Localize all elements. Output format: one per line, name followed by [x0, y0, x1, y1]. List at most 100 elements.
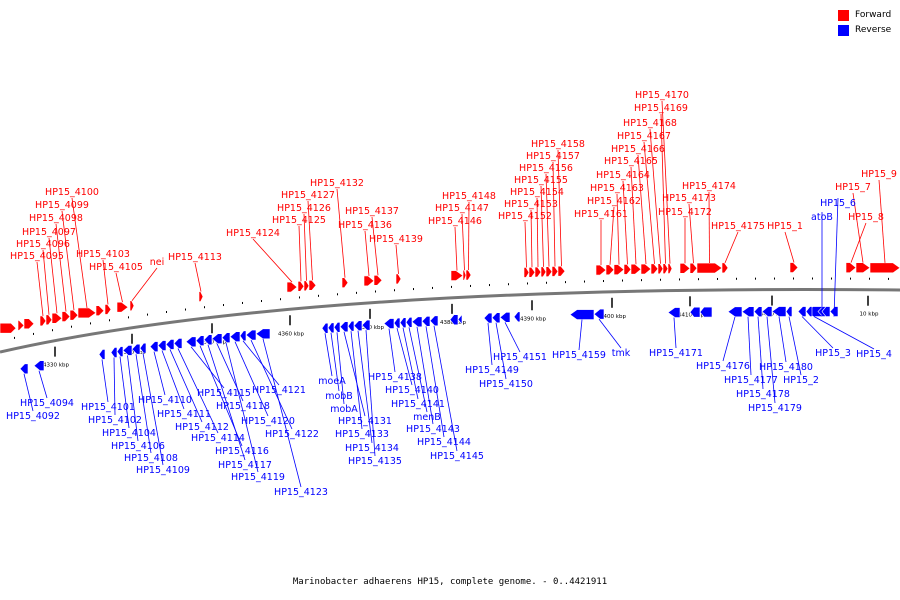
gene-label-hp15-8[interactable]: HP15_8	[848, 212, 884, 223]
gene-arrow-hp15-4137[interactable]	[373, 274, 383, 286]
gene-label-hp15-4092[interactable]: HP15_4092	[6, 411, 60, 422]
gene-label-hp15-4[interactable]: HP15_4	[856, 349, 892, 360]
gene-arrow-moba[interactable]	[333, 321, 341, 333]
gene-label-hp15-4122[interactable]: HP15_4122	[265, 429, 319, 440]
gene-label-hp15-4112[interactable]: HP15_4112	[175, 422, 229, 433]
gene-label-hp15-4138[interactable]: HP15_4138	[368, 372, 422, 383]
gene-arrow-hp15-4140[interactable]	[393, 317, 401, 329]
gene-arrow-hp15-9[interactable]	[869, 262, 900, 274]
gene-arrow-hp15-4136[interactable]	[363, 275, 375, 287]
gene-label-hp15-4176[interactable]: HP15_4176	[696, 361, 750, 372]
gene-arrow-unlabeled[interactable]	[23, 318, 35, 330]
gene-arrow-hp15-4111[interactable]	[157, 340, 167, 351]
gene-label-hp15-4173[interactable]: HP15_4173	[662, 193, 716, 204]
gene-arrow-hp15-4104[interactable]	[116, 346, 124, 357]
gene-label-hp15-4177[interactable]: HP15_4177	[724, 375, 778, 386]
gene-label-hp15-4156[interactable]: HP15_4156	[519, 163, 573, 174]
gene-arrow-hp15-1[interactable]	[789, 262, 799, 273]
gene-arrow-hp15-4115[interactable]	[185, 336, 197, 348]
gene-label-hp15-4103[interactable]: HP15_4103	[76, 249, 130, 260]
gene-arrow-hp15-4146[interactable]	[450, 270, 464, 281]
gene-label-hp15-4149[interactable]: HP15_4149	[465, 365, 519, 376]
gene-arrow-hp15-4135[interactable]	[361, 319, 371, 331]
gene-arrow-hp15-4122[interactable]	[245, 329, 257, 341]
gene-label-hp15-6[interactable]: HP15_6	[820, 198, 856, 209]
gene-label-hp15-4134[interactable]: HP15_4134	[345, 443, 399, 454]
gene-arrow-hp15-4173[interactable]	[689, 262, 698, 274]
gene-label-hp15-4125[interactable]: HP15_4125	[272, 215, 326, 226]
gene-arrow-hp15-4154[interactable]	[534, 266, 542, 278]
gene-arrow-hp15-4105[interactable]	[116, 301, 129, 313]
gene-label-mobb[interactable]: mobB	[325, 391, 353, 402]
gene-label-hp15-4154[interactable]: HP15_4154	[510, 187, 564, 198]
gene-arrow-unlabeled[interactable]	[95, 305, 105, 317]
gene-arrow-hp15-4092[interactable]	[19, 363, 29, 375]
gene-arrow-hp15-4169[interactable]	[662, 263, 669, 274]
gene-arrow-hp15-4172[interactable]	[679, 263, 691, 274]
gene-label-hp15-4097[interactable]: HP15_4097	[22, 227, 76, 238]
gene-label-hp15-4172[interactable]: HP15_4172	[658, 207, 712, 218]
gene-label-hp15-4179[interactable]: HP15_4179	[748, 403, 802, 414]
gene-label-hp15-4110[interactable]: HP15_4110	[138, 395, 192, 406]
gene-arrow-hp15-4109[interactable]	[139, 342, 147, 354]
gene-arrow-hp15-4150[interactable]	[491, 312, 501, 324]
gene-arrow-hp15-4134[interactable]	[353, 320, 363, 332]
gene-label-hp15-4139[interactable]: HP15_4139	[369, 234, 423, 245]
gene-label-hp15-4143[interactable]: HP15_4143	[406, 424, 460, 435]
gene-label-hp15-3[interactable]: HP15_3	[815, 348, 851, 359]
gene-arrow-hp15-4178[interactable]	[753, 306, 763, 317]
gene-arrow-hp15-4156[interactable]	[545, 266, 553, 277]
gene-arrow-hp15-4119[interactable]	[221, 332, 231, 343]
gene-label-nei[interactable]: nei	[150, 257, 165, 268]
gene-label-hp15-4144[interactable]: HP15_4144	[417, 437, 471, 448]
gene-arrow-hp15-4171[interactable]	[667, 307, 681, 318]
gene-label-hp15-4150[interactable]: HP15_4150	[479, 379, 533, 390]
gene-arrow-hp15-4177[interactable]	[741, 306, 755, 317]
gene-label-hp15-2[interactable]: HP15_2	[783, 375, 819, 386]
gene-arrow-hp15-4161[interactable]	[595, 264, 607, 276]
gene-label-hp15-1[interactable]: HP15_1	[767, 221, 803, 232]
gene-label-hp15-4123[interactable]: HP15_4123	[274, 487, 328, 498]
gene-arrow-hp15-4123[interactable]	[255, 328, 271, 340]
gene-arrow-hp15-4102[interactable]	[110, 347, 118, 358]
gene-label-hp15-4111[interactable]: HP15_4111	[157, 409, 211, 420]
gene-label-hp15-4151[interactable]: HP15_4151	[493, 352, 547, 363]
gene-label-hp15-4102[interactable]: HP15_4102	[88, 415, 142, 426]
gene-arrow-hp15-4133[interactable]	[347, 320, 355, 332]
gene-label-hp15-4178[interactable]: HP15_4178	[736, 389, 790, 400]
gene-arrow-unlabeled[interactable]	[821, 306, 831, 317]
gene-arrow-unlabeled[interactable]	[17, 320, 25, 331]
gene-label-hp15-4114[interactable]: HP15_4114	[191, 433, 245, 444]
gene-arrow-tmk[interactable]	[593, 308, 605, 320]
gene-arrow-hp15-4118[interactable]	[211, 333, 223, 345]
gene-arrow-unlabeled[interactable]	[689, 306, 701, 318]
gene-arrow-hp15-3[interactable]	[797, 306, 807, 317]
gene-arrow-hp15-4141[interactable]	[399, 317, 407, 328]
gene-arrow-hp15-4126[interactable]	[303, 280, 310, 292]
gene-label-hp15-4094[interactable]: HP15_4094	[20, 398, 74, 409]
gene-label-hp15-4180[interactable]: HP15_4180	[759, 362, 813, 373]
gene-label-hp15-4096[interactable]: HP15_4096	[16, 239, 70, 250]
gene-label-hp15-4145[interactable]: HP15_4145	[430, 451, 484, 462]
gene-arrow-hp15-4159[interactable]	[569, 309, 595, 320]
gene-arrow-hp15-4132[interactable]	[341, 277, 349, 288]
gene-label-hp15-4166[interactable]: HP15_4166	[611, 144, 665, 155]
gene-label-hp15-4118[interactable]: HP15_4118	[216, 401, 270, 412]
gene-label-hp15-4126[interactable]: HP15_4126	[277, 203, 331, 214]
gene-label-hp15-4131[interactable]: HP15_4131	[338, 416, 392, 427]
gene-label-hp15-4124[interactable]: HP15_4124	[226, 228, 280, 239]
gene-arrow-hp15-4152[interactable]	[523, 267, 530, 278]
gene-label-hp15-4175[interactable]: HP15_4175	[711, 221, 765, 232]
gene-label-hp15-4171[interactable]: HP15_4171	[649, 348, 703, 359]
gene-arrow-hp15-4153[interactable]	[528, 266, 536, 278]
gene-arrow-hp15-4144[interactable]	[421, 315, 431, 327]
gene-label-hp15-4135[interactable]: HP15_4135	[348, 456, 402, 467]
gene-arrow-hp15-4101[interactable]	[98, 349, 106, 360]
gene-arrow-hp15-4165[interactable]	[630, 263, 642, 275]
gene-label-hp15-4169[interactable]: HP15_4169	[634, 103, 688, 114]
gene-label-tmk[interactable]: tmk	[612, 348, 631, 359]
gene-arrow-hp15-8[interactable]	[845, 262, 857, 273]
gene-label-hp15-4148[interactable]: HP15_4148	[442, 191, 496, 202]
gene-label-hp15-4137[interactable]: HP15_4137	[345, 206, 399, 217]
gene-arrow-hp15-4162[interactable]	[605, 264, 615, 276]
